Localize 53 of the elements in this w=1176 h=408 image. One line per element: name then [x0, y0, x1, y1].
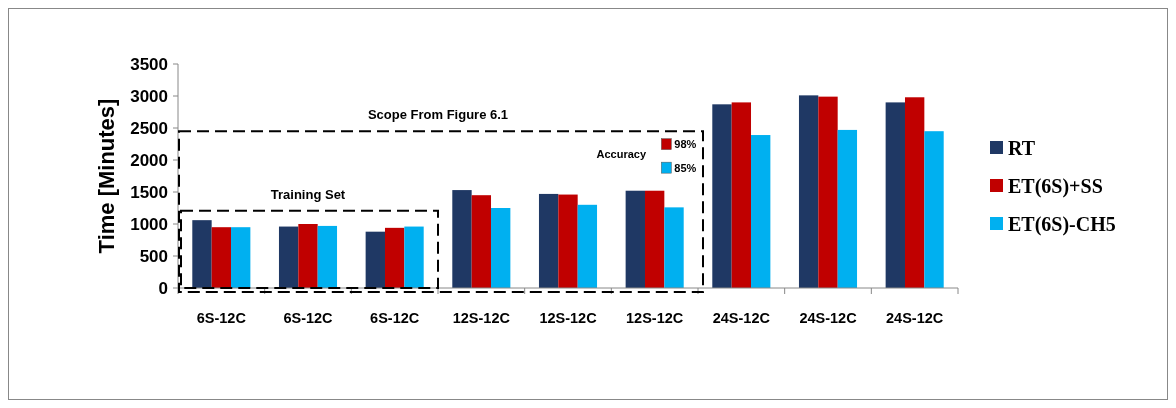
x-tick-label: 6S-12C	[370, 310, 420, 326]
annotation: Scope From Figure 6.1	[367, 107, 509, 123]
x-tick-label: 6S-12C	[196, 310, 247, 326]
bar	[924, 131, 944, 288]
bar	[298, 224, 318, 288]
bar	[885, 102, 905, 288]
y-tick-label: 500	[139, 246, 168, 266]
legend-label: ET(6S)-CH5	[1008, 213, 1116, 236]
x-tick-label: 12S-12C	[539, 310, 598, 326]
y-tick-label: 1500	[130, 182, 168, 202]
bar	[491, 208, 511, 288]
x-tick-label: 24S-12C	[886, 310, 944, 326]
x-tick-label: 12S-12C	[452, 310, 511, 326]
x-tick-label: 24S-12C	[799, 310, 858, 326]
bar	[452, 190, 472, 288]
bar	[211, 227, 232, 288]
y-tick-label: 1000	[130, 214, 168, 234]
y-axis-title: Time [Minutes]	[94, 98, 119, 254]
y-tick-label: 3000	[130, 86, 168, 106]
bar	[712, 104, 732, 288]
x-tick-label: 12S-12C	[626, 310, 684, 326]
bar	[231, 227, 251, 288]
bar	[317, 225, 338, 288]
bar	[558, 194, 578, 288]
bar	[404, 226, 424, 288]
bar	[471, 195, 492, 288]
y-tick-label: 0	[158, 278, 168, 298]
x-tick-label: 6S-12C	[283, 310, 334, 326]
bar	[538, 193, 559, 288]
bar	[904, 97, 925, 288]
annotation: 98%	[674, 138, 697, 151]
annotation: Accuracy	[596, 148, 647, 161]
y-tick-label: 2000	[130, 150, 168, 170]
bar	[731, 102, 752, 288]
y-tick-label: 2500	[130, 118, 168, 138]
bar	[798, 95, 819, 288]
bar	[384, 227, 405, 288]
annotation: Training Set	[270, 186, 346, 202]
bar	[577, 204, 598, 288]
y-tick-label: 3500	[130, 54, 168, 74]
bar	[751, 135, 771, 288]
bar	[837, 129, 858, 288]
bar	[644, 190, 665, 288]
x-tick-label: 24S-12C	[712, 310, 771, 326]
legend-label: ET(6S)+SS	[1008, 175, 1103, 198]
legend-label: RT	[1008, 137, 1036, 159]
bar	[818, 96, 838, 288]
annotation: 85%	[674, 162, 697, 175]
bar	[278, 226, 299, 288]
bar	[625, 190, 645, 288]
bar	[365, 231, 385, 288]
bar	[192, 220, 212, 288]
bar	[664, 207, 684, 288]
